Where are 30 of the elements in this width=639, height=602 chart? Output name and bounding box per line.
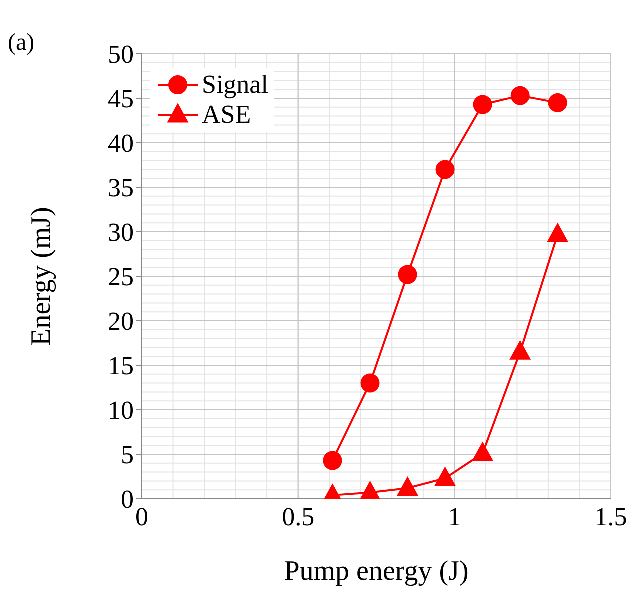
- y-tick-label: 45: [108, 84, 134, 114]
- point: [548, 93, 568, 112]
- point: [510, 86, 530, 106]
- y-tick-label: 10: [108, 396, 134, 426]
- point: [398, 265, 418, 284]
- x-tick-label: 1: [448, 502, 462, 532]
- x-tick-label: 0.5: [282, 502, 315, 532]
- point: [434, 467, 456, 486]
- x-axis-title: Pump energy (J): [284, 556, 469, 587]
- point: [397, 477, 418, 496]
- text: (a): [8, 30, 35, 57]
- point: [547, 223, 568, 242]
- point: [360, 374, 380, 393]
- y-tick-label: 40: [108, 129, 134, 158]
- legend-label: ASE: [202, 100, 252, 130]
- point: [473, 95, 492, 114]
- y-tick-label: 15: [108, 352, 134, 381]
- point: [360, 481, 381, 499]
- y-tick-label: 25: [108, 262, 134, 292]
- point: [472, 442, 494, 462]
- y-tick-label: 5: [121, 440, 134, 470]
- legend-label: Signal: [202, 70, 268, 100]
- point: [436, 160, 455, 180]
- y-axis-title: Energy (mJ): [26, 207, 57, 346]
- y-tick-label: 50: [108, 40, 134, 70]
- y-tick-label: 20: [108, 307, 134, 336]
- point: [510, 340, 531, 360]
- y-tick-label: 35: [108, 174, 134, 203]
- x-tick-label: 1.5: [594, 502, 628, 532]
- y-tick-label: 30: [108, 218, 134, 248]
